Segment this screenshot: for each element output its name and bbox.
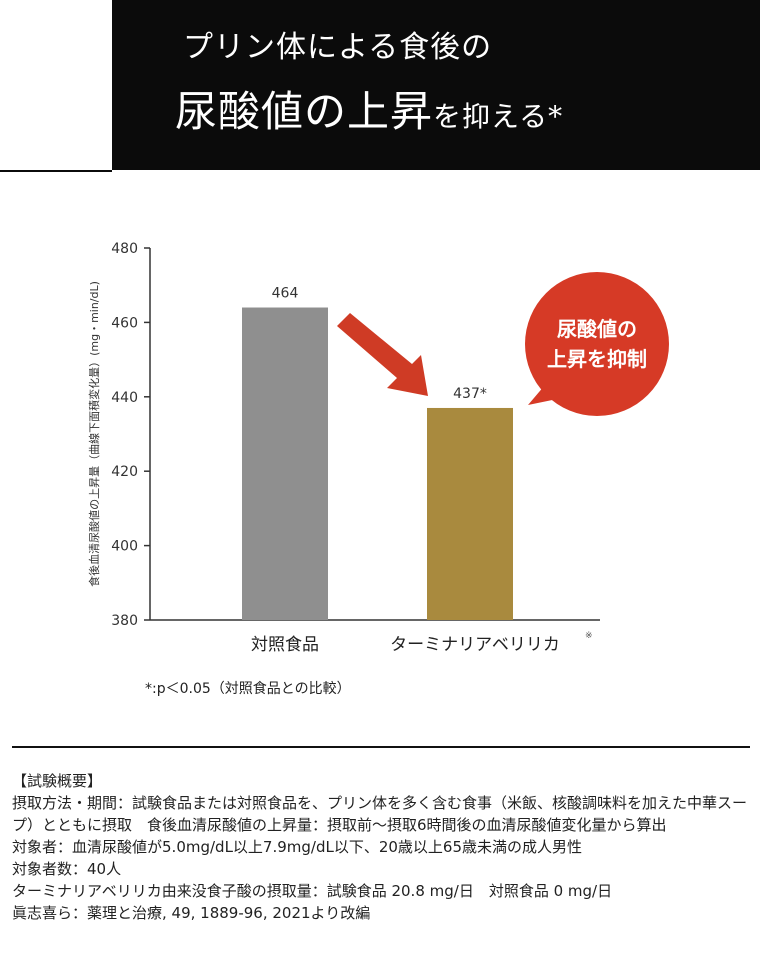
y-tick-label: 440 — [111, 390, 138, 406]
summary-heading: 【試験概要】 — [12, 772, 103, 790]
callout-text-line2: 上昇を抑制 — [547, 347, 647, 371]
y-tick-label: 460 — [111, 315, 138, 331]
callout-bubble — [525, 272, 669, 416]
callout-tail — [528, 385, 562, 405]
page-title-line1: プリン体による食後の — [183, 30, 493, 65]
section-divider — [12, 746, 750, 748]
y-tick-label: 420 — [111, 464, 138, 480]
y-tick-label: 380 — [111, 613, 138, 629]
summary-line-count: 対象者数：40人 — [12, 860, 122, 878]
study-summary: 【試験概要】 摂取方法・期間：試験食品または対照食品を、プリン体を多く含む食事（… — [12, 770, 752, 924]
y-tick-label: 480 — [111, 241, 138, 257]
x-tick-label: ターミナリアベリリカ — [390, 635, 560, 655]
bar-1 — [242, 307, 328, 620]
trend-arrow — [337, 313, 428, 396]
summary-line-subjects: 対象者：血清尿酸値が5.0mg/dL以上7.9mg/dL以下、20歳以上65歳未… — [12, 838, 583, 856]
bar-2 — [427, 407, 513, 620]
banner-underline — [0, 170, 112, 172]
summary-line-dose: ターミナリアベリリカ由来没食子酸の摂取量：試験食品 20.8 mg/日 対照食品… — [12, 882, 613, 900]
chart-footnote: *:p＜0.05（対照食品との比較） — [145, 681, 351, 697]
title-emphasis: 尿酸値の上昇 — [175, 87, 434, 136]
summary-line-reference: 眞志喜ら：薬理と治療, 49, 1889-96, 2021より改編 — [12, 904, 371, 922]
x-tick-superscript: ※ — [585, 631, 593, 641]
title-banner — [112, 0, 760, 170]
y-tick-label: 400 — [111, 539, 138, 555]
bar-chart: 380 400 420 440 460 480 食後血清尿酸値の上昇量（曲線下面積変化量）(… — [87, 241, 669, 655]
page-title-line2: 尿酸値の上昇を抑える* — [175, 78, 563, 139]
data-label: 437* — [453, 386, 487, 402]
x-tick-label: 対照食品 — [251, 635, 319, 655]
y-axis-label: 食後血清尿酸値の上昇量（曲線下面積変化量）(mg・min/dL) — [87, 281, 101, 587]
data-label: 464 — [272, 286, 299, 302]
callout-text-line1: 尿酸値の — [557, 317, 637, 341]
summary-line-method: 摂取方法・期間：試験食品または対照食品を、プリン体を多く含む食事（米飯、核酸調味… — [12, 794, 748, 834]
title-suffix: を抑える* — [433, 100, 564, 133]
